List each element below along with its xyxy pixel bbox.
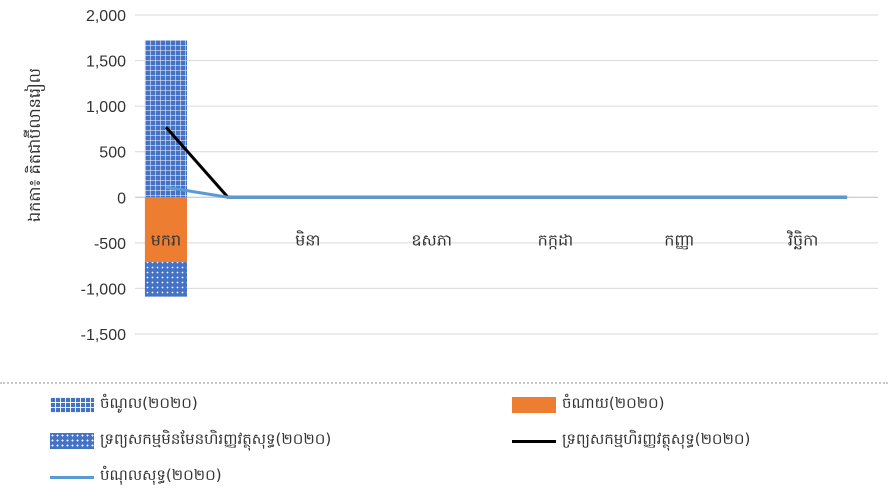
- bar-series-1-cat-0: [144, 197, 188, 262]
- legend-label-nonfinancial-assets: ទ្រព្យសកម្មមិនមែនហិរញ្ញវត្ថុសុទ្ធ(២០២០): [100, 430, 332, 448]
- bars: [144, 40, 188, 297]
- line-series-4: [165, 185, 848, 199]
- legend-item-nonfinancial-assets: ទ្រព្យសកម្មមិនមែនហិរញ្ញវត្ថុសុទ្ធ(២០២០): [50, 430, 331, 452]
- legend-label-financial-assets: ទ្រព្យសកម្មហិរញ្ញវត្ថុសុទ្ធ(២០២០): [562, 430, 751, 448]
- legend-item-income: ចំណូល(២០២០): [50, 394, 198, 416]
- legend-swatch-expense: [512, 397, 556, 413]
- y-tick-label: -1,500: [81, 327, 126, 344]
- legend-swatch-net-liabilities: [50, 475, 94, 479]
- legend-swatch-financial-assets: [512, 439, 556, 443]
- y-tick-label: -1,000: [81, 281, 126, 298]
- legend-item-expense: ចំណាយ(២០២០): [512, 394, 665, 416]
- legend-item-net-liabilities: បំណុលសុទ្ធ(២០២០): [50, 466, 222, 488]
- legend-item-financial-assets: ទ្រព្យសកម្មហិរញ្ញវត្ថុសុទ្ធ(២០២០): [512, 430, 750, 452]
- line-series-3: [164, 126, 848, 199]
- x-category-label: ឧសភា: [411, 230, 452, 249]
- series-lines: [164, 126, 848, 199]
- legend-separator: [0, 382, 888, 384]
- bar-series-2-cat-0: [144, 261, 188, 297]
- legend-label-net-liabilities: បំណុលសុទ្ធ(២០២០): [100, 466, 222, 484]
- category-labels: មករា មិនា ឧសភា កក្កដា កញ្ញា វិច្ឆិកា: [151, 229, 819, 249]
- y-tick-label: 500: [99, 145, 126, 162]
- y-tick-label: 1,500: [86, 54, 126, 71]
- legend-swatch-nonfinancial-assets: [50, 433, 94, 449]
- y-axis-label: ឯកតា៖ គិតជាប៊ីលានរៀល: [23, 68, 46, 222]
- legend-label-expense: ចំណាយ(២០២០): [562, 394, 665, 412]
- y-tick-labels: 2,000 1,500 1,000 500 0 -500 -1,000 -1,500: [81, 8, 126, 344]
- x-category-label: មករា: [151, 230, 181, 249]
- y-tick-label: 1,000: [86, 99, 126, 116]
- x-category-label: កញ្ញា: [664, 230, 694, 249]
- gridlines: [135, 14, 878, 335]
- y-tick-label: 0: [117, 190, 126, 207]
- legend-label-income: ចំណូល(២០២០): [100, 394, 198, 412]
- x-category-label: វិច្ឆិកា: [786, 229, 818, 249]
- legend-swatch-income: [50, 397, 94, 413]
- x-category-label: កក្កដា: [538, 230, 574, 249]
- y-tick-label: 2,000: [86, 8, 126, 25]
- y-tick-label: -500: [94, 236, 126, 253]
- x-category-label: មិនា: [295, 229, 320, 249]
- bar-series-0-cat-0: [144, 40, 188, 198]
- chart: 2,000 1,500 1,000 500 0 -500 -1,000 -1,500 មករា…: [23, 8, 878, 344]
